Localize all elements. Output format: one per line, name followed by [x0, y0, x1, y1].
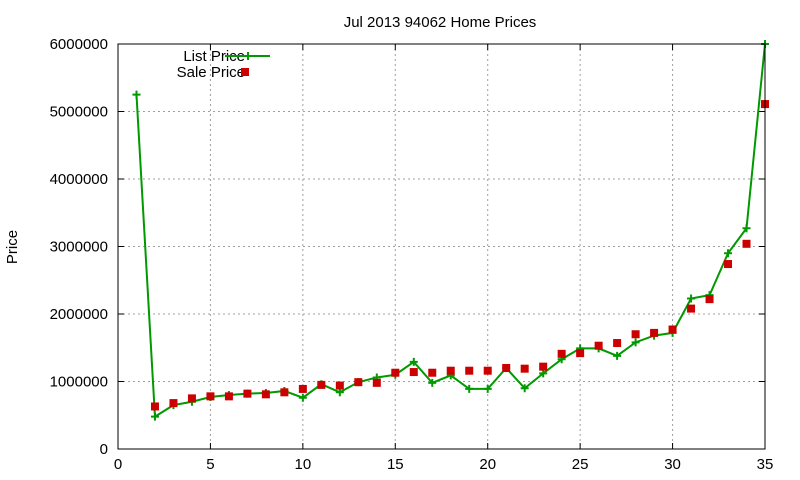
sale-price-point	[631, 330, 640, 339]
legend-square-marker	[241, 68, 249, 76]
sale-price-point	[668, 325, 677, 334]
sale-price-point	[724, 260, 733, 269]
sale-price-point	[483, 366, 492, 375]
sale-price-point	[446, 366, 455, 375]
grid-lines	[118, 44, 765, 449]
list-price-point	[539, 369, 548, 378]
axes: 0 5 10 15 20 25 30 35 0 1000000 2000000 3000000 4000…	[50, 36, 774, 473]
sale-price-point	[187, 394, 196, 403]
list-price-point	[465, 384, 474, 393]
series-0	[132, 40, 769, 421]
x-tick-label: 10	[295, 456, 312, 473]
y-tick-label: 1000000	[50, 374, 108, 391]
list-price-point	[520, 384, 529, 393]
legend-plus-marker	[244, 52, 252, 60]
sale-price-point	[224, 392, 233, 401]
sale-price-point	[428, 368, 437, 377]
y-tick-label: 0	[100, 441, 108, 458]
x-tick-label: 5	[206, 456, 214, 473]
sale-price-point	[650, 328, 659, 337]
list-price-point	[409, 357, 418, 366]
sale-price-point	[687, 304, 696, 313]
sale-price-point	[372, 378, 381, 387]
list-price-point	[298, 393, 307, 402]
sale-price-point	[557, 349, 566, 358]
sale-price-point	[206, 392, 215, 401]
sale-price-point	[742, 239, 751, 248]
list-price-point	[631, 338, 640, 347]
x-tick-label: 0	[114, 456, 122, 473]
x-tick-label: 20	[479, 456, 496, 473]
list-price-point	[742, 224, 751, 233]
list-price-point	[613, 351, 622, 360]
sale-price-point	[465, 366, 474, 375]
sale-price-point	[169, 399, 178, 408]
list-price-point	[335, 388, 344, 397]
sale-price-point	[317, 380, 326, 389]
sale-price-point	[613, 339, 622, 348]
sale-price-point	[594, 341, 603, 350]
list-price-point	[132, 90, 141, 99]
sale-price-point	[502, 364, 511, 372]
plot-frame	[117, 43, 766, 450]
y-tick-label: 5000000	[50, 104, 108, 121]
legend-label-1: Sale Price	[177, 64, 245, 81]
plot-area	[132, 40, 769, 421]
y-tick-label: 6000000	[50, 36, 108, 53]
x-tick-label: 30	[664, 456, 681, 473]
sale-price-point	[391, 368, 400, 377]
sale-price-point	[261, 390, 270, 399]
list-price-point	[150, 412, 159, 421]
sale-price-point	[539, 362, 548, 371]
sale-price-point	[335, 381, 344, 390]
series-1	[150, 100, 769, 411]
sale-price-point	[150, 402, 159, 411]
sale-price-point	[520, 364, 529, 373]
y-tick-label: 3000000	[50, 239, 108, 256]
y-tick-label: 2000000	[50, 306, 108, 323]
legend-label-0: List Price	[183, 48, 245, 65]
x-tick-label: 35	[757, 456, 774, 473]
sale-price-point	[243, 389, 252, 398]
list-price-point	[724, 249, 733, 258]
sale-price-point	[354, 378, 363, 387]
sale-price-point	[409, 368, 418, 377]
sale-price-point	[576, 349, 585, 358]
list-price-point	[428, 378, 437, 387]
sale-price-point	[705, 295, 714, 304]
x-tick-label: 15	[387, 456, 404, 473]
list-price-point	[483, 384, 492, 393]
list-price-line	[135, 43, 766, 419]
chart-title: Jul 2013 94062 Home Prices	[344, 14, 537, 31]
sale-price-point	[298, 384, 307, 393]
x-tick-label: 25	[572, 456, 589, 473]
y-axis-label: Price	[4, 230, 21, 264]
sale-price-point	[280, 388, 289, 397]
list-price-point	[687, 294, 696, 303]
y-tick-label: 4000000	[50, 171, 108, 188]
